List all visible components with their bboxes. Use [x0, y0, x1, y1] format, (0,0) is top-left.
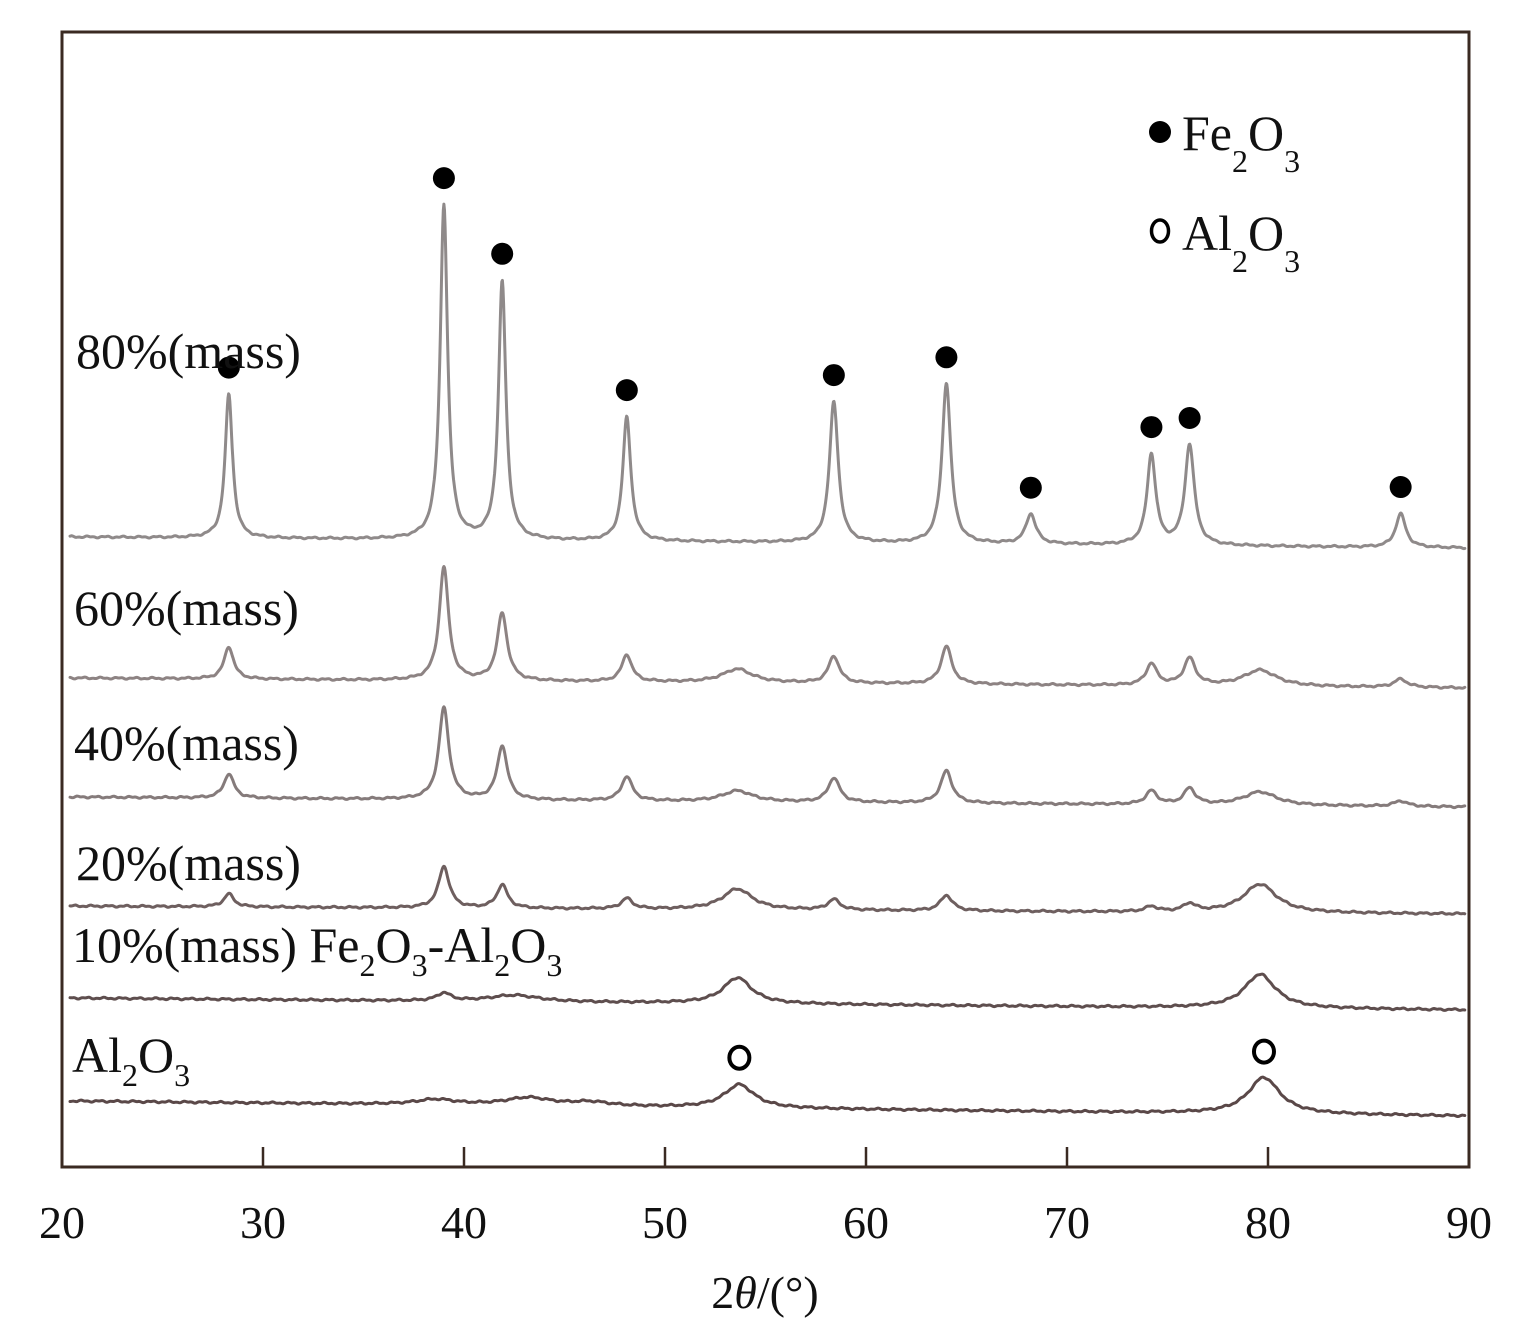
- series-label-10: 10%(mass) Fe2O3-Al2O3: [72, 917, 562, 983]
- x-tick-label-30: 30: [240, 1197, 286, 1248]
- xrd-series-line-3: [68, 705, 1467, 810]
- fe2o3-peak-marker: [615, 379, 638, 402]
- xrd-series-line-4: [68, 864, 1467, 916]
- series-label-40: 40%(mass): [74, 715, 299, 771]
- al2o3-peak-marker: [727, 1044, 752, 1071]
- x-tick-label-20: 20: [39, 1197, 85, 1248]
- x-axis-title: 2θ/(°): [711, 1267, 818, 1318]
- legend: Fe2O3 Al2O3: [1149, 105, 1300, 279]
- legend-al2o3-label: Al2O3: [1182, 205, 1300, 279]
- plot-frame: [60, 30, 1471, 1169]
- series-label-80: 80%(mass): [76, 323, 301, 379]
- fe2o3-peak-marker: [935, 346, 958, 369]
- xrd-series-line-1: [68, 202, 1467, 551]
- series-label-60: 60%(mass): [74, 580, 299, 636]
- series-label-20: 20%(mass): [76, 835, 301, 891]
- fe2o3-peak-marker: [1389, 476, 1412, 499]
- xrd-series-line-5: [68, 972, 1467, 1012]
- fe2o3-peak-marker: [491, 242, 514, 265]
- fe2o3-peak-marker: [1140, 416, 1163, 439]
- fe2o3-peak-marker: [822, 364, 845, 387]
- xrd-series-line-6: [68, 1075, 1467, 1118]
- x-tick-label-70: 70: [1044, 1197, 1090, 1248]
- x-axis-ticks: 20 30 40 50 60 70 80 90: [39, 1147, 1492, 1248]
- phase-markers: [217, 167, 1412, 1071]
- fe2o3-peak-marker: [217, 356, 240, 379]
- x-tick-label-90: 90: [1446, 1197, 1492, 1248]
- x-tick-label-40: 40: [441, 1197, 487, 1248]
- fe2o3-peak-marker: [1019, 476, 1042, 499]
- series-label-al2o3: Al2O3: [72, 1027, 190, 1093]
- legend-open-circle-icon: [1149, 218, 1171, 244]
- legend-filled-circle-icon: [1149, 121, 1171, 143]
- al2o3-peak-marker: [1251, 1038, 1276, 1065]
- x-tick-label-80: 80: [1245, 1197, 1291, 1248]
- xrd-series-line-2: [68, 565, 1467, 690]
- fe2o3-peak-marker: [1178, 407, 1201, 430]
- fe2o3-peak-marker: [432, 167, 455, 190]
- xrd-patterns: [68, 202, 1467, 1118]
- x-tick-label-60: 60: [843, 1197, 889, 1248]
- x-tick-label-50: 50: [642, 1197, 688, 1248]
- legend-fe2o3-label: Fe2O3: [1182, 105, 1300, 179]
